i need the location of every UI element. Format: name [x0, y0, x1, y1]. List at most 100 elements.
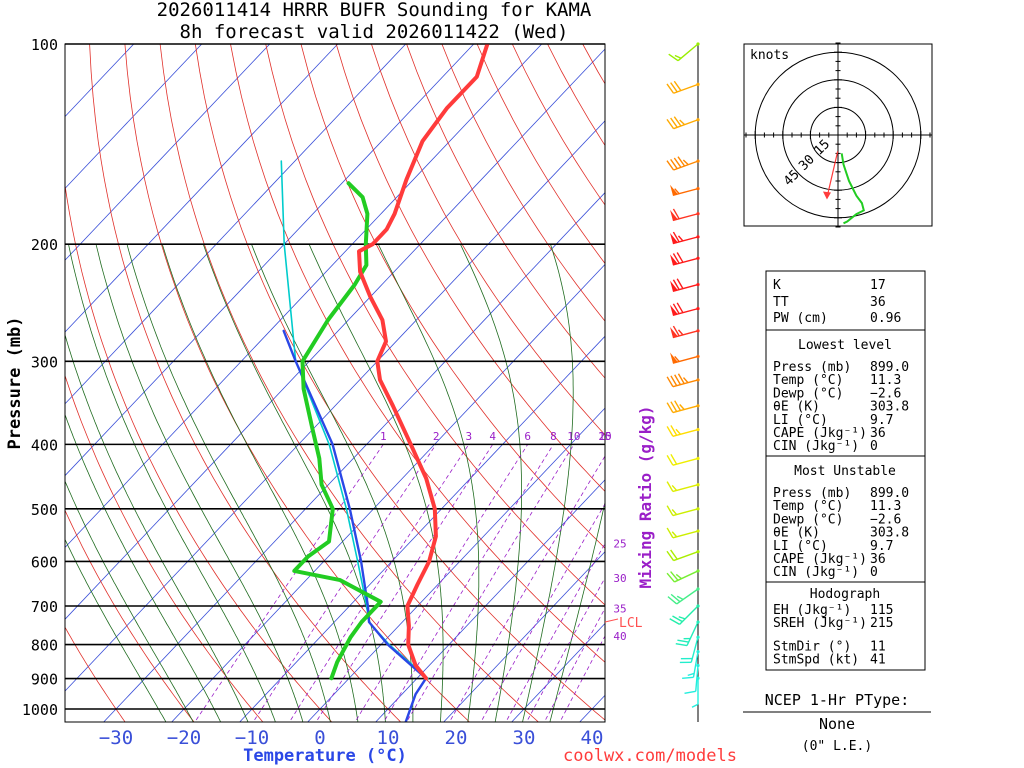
wind-barb-feather [670, 425, 678, 436]
dry-adiabat-line [441, 44, 605, 322]
wind-barb-staff [679, 605, 699, 625]
wind-barb-dot [696, 256, 700, 260]
wind-barb-dot [696, 354, 700, 359]
mixing-ratio-line [543, 607, 605, 722]
moist-adiabat-line [549, 500, 605, 722]
dry-adiabat-line [65, 509, 195, 722]
tt-index-label: TT [773, 295, 789, 310]
wind-barb-feather [673, 157, 682, 168]
wind-barb-feather [666, 376, 674, 388]
wind-barb-feather [679, 404, 685, 410]
wind-barb-pennant [670, 326, 678, 338]
wind-barb-feather [676, 278, 684, 289]
wind-barb [666, 549, 700, 562]
most-unstable-label: CIN (Jkg⁻¹) [773, 565, 859, 580]
dewpoint-line [292, 181, 383, 681]
hodograph-ring [809, 106, 867, 164]
wind-barb-dot [696, 569, 700, 573]
lowest-level-title: Lowest level [798, 338, 892, 353]
wind-barb-feather [679, 119, 686, 126]
dry-adiabat-line [371, 44, 605, 436]
wind-barb-feather [674, 355, 680, 362]
wind-barb-staff [677, 43, 699, 62]
wind-barb-feather [674, 400, 682, 411]
wind-barb-pennant [670, 280, 678, 292]
pressure-tick-label: 400 [31, 436, 58, 454]
moist-adiabat-line [65, 333, 249, 722]
isobars: 100 200 300 400 500 600 700 800 900 1000 [22, 36, 605, 719]
wind-barb-dot [696, 529, 700, 533]
wind-barb-staff [686, 621, 699, 646]
mixing-ratio-label: 8 [550, 430, 557, 443]
temperature-tick-label: −30 [99, 727, 133, 749]
most-unstable-value: 0 [870, 565, 878, 580]
wind-barb-feather [677, 639, 689, 643]
wind-barb-feather [673, 116, 682, 127]
wind-barb-feather [671, 531, 678, 538]
plot-frame [64, 43, 606, 723]
lcl-marker: LCL [604, 616, 643, 631]
lowest-level-label: θE (K) [773, 400, 820, 415]
wind-barb [670, 325, 700, 339]
wind-barb [670, 302, 700, 317]
wind-barb-dot [696, 483, 700, 487]
wind-barb-feather [675, 428, 681, 435]
wind-barb-feather [672, 279, 680, 290]
wind-barb-dot [696, 604, 700, 608]
wind-barb-staff [673, 119, 699, 130]
k-index-label: K [773, 278, 781, 293]
lowest-level-value: 36 [870, 426, 886, 441]
wind-barb-pennant [670, 232, 678, 244]
isotherm-line [65, 120, 605, 692]
temperature-axis: −30 −20 −10 0 10 20 30 40 [99, 727, 604, 749]
wind-barb-dot [696, 404, 700, 408]
most-unstable-value: 303.8 [870, 526, 909, 541]
moist-adiabat-line [377, 244, 480, 722]
mixing-ratio-line [383, 444, 554, 722]
wind-barb-staff [673, 551, 699, 562]
wind-barb-staff [672, 508, 699, 517]
dry-adiabat-line [335, 44, 605, 492]
wind-barb [670, 208, 700, 222]
wind-barb [669, 604, 700, 625]
ptype-panel: NCEP 1-Hr PType: None (0" L.E.) [743, 691, 931, 754]
wind-barb [668, 42, 700, 62]
hodograph-stats-title: Hodograph [810, 587, 880, 602]
wind-barb [670, 278, 700, 292]
wind-barb-feather [670, 82, 678, 93]
wind-barb-staff [672, 379, 699, 388]
most-unstable-value: −2.6 [870, 512, 901, 527]
hodograph-stat-value: 41 [870, 653, 886, 668]
wind-barb [666, 505, 700, 517]
wind-barbs [666, 42, 700, 708]
mixing-ratio-line [559, 635, 605, 722]
wind-barb-feather [666, 481, 674, 492]
wind-barb-feather [669, 618, 680, 625]
chart-title: 2026011414 HRRR BUFR Sounding for KAMA [157, 0, 592, 21]
tt-index-value: 36 [870, 295, 886, 310]
lcl-label: LCL [619, 616, 643, 631]
wind-barb-dot [696, 663, 700, 668]
moist-adiabat-line [68, 244, 276, 722]
wind-barb-dot [696, 550, 700, 554]
moist-adiabat-line [65, 413, 222, 722]
most-unstable-label: Dewp (°C) [773, 512, 843, 527]
lowest-level-label: LI (°C) [773, 413, 828, 428]
wind-barb [691, 676, 700, 708]
wind-barb-staff [672, 484, 699, 493]
wind-barb-dot [696, 82, 700, 86]
wind-barb-feather [674, 188, 680, 195]
wind-barb-dot [696, 620, 700, 624]
lowest-level-value: 899.0 [870, 360, 909, 375]
mixing-ratio-line [252, 444, 437, 722]
mixing-ratio-line [505, 542, 605, 722]
hodograph-stat-value: 215 [870, 616, 893, 631]
wind-barb-feather [672, 208, 680, 220]
moist-adiabat-line [95, 244, 304, 722]
isotherm-line [65, 44, 543, 549]
wind-barb-feather [672, 615, 683, 623]
hodograph-stat-label: StmSpd (kt) [773, 653, 859, 668]
storm-motion-vector [826, 151, 839, 198]
wind-barb-feather [672, 253, 680, 264]
temperature-tick-label: 10 [377, 727, 400, 749]
